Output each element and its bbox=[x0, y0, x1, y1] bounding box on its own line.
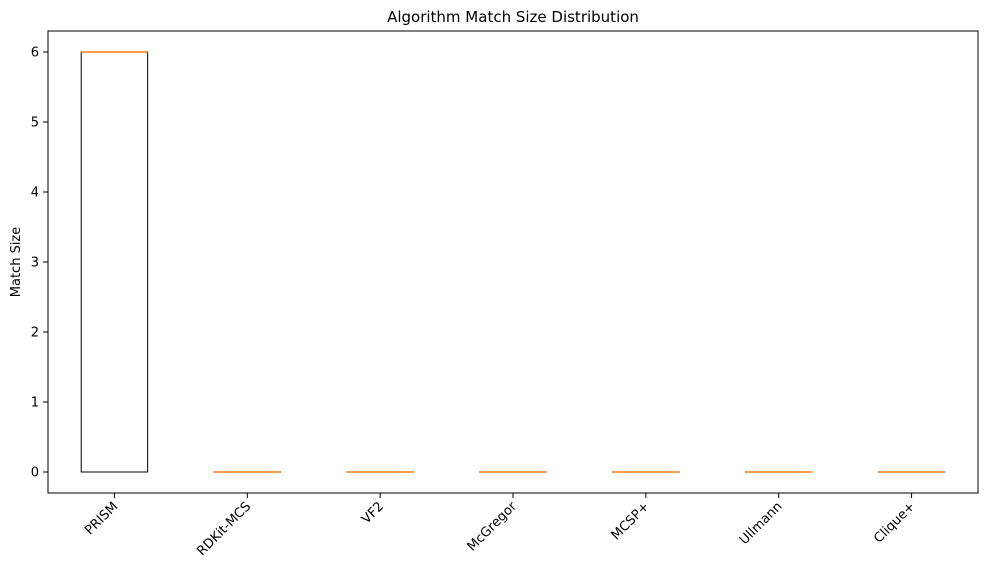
y-axis: 0 1 2 3 4 5 6 bbox=[31, 46, 48, 481]
x-tick-label: Ullmann bbox=[737, 499, 786, 548]
box-series bbox=[80, 51, 946, 473]
y-tick-label: 4 bbox=[31, 186, 39, 201]
x-tick-label: McGregor bbox=[465, 499, 521, 555]
box-prism bbox=[80, 51, 149, 473]
y-tick-label: 1 bbox=[31, 396, 39, 411]
y-tick-label: 5 bbox=[31, 116, 39, 131]
y-axis-label: Match Size bbox=[9, 227, 24, 297]
chart-title: Algorithm Match Size Distribution bbox=[387, 8, 639, 26]
x-tick-label: PRISM bbox=[82, 499, 121, 538]
x-tick-label: Clique+ bbox=[871, 499, 918, 546]
y-tick-label: 2 bbox=[31, 326, 39, 341]
y-tick-label: 0 bbox=[31, 466, 39, 481]
x-tick-label: RDKit-MCS bbox=[194, 499, 254, 559]
plot-area-frame bbox=[47, 30, 979, 494]
x-tick-label: MCSP+ bbox=[609, 499, 653, 543]
x-axis: PRISM RDKit-MCS VF2 McGregor MCSP+ Ullmann Cli… bbox=[82, 493, 918, 559]
y-tick-label: 3 bbox=[31, 256, 39, 271]
box-body bbox=[80, 51, 149, 473]
x-tick-label: VF2 bbox=[359, 499, 387, 527]
y-tick-label: 6 bbox=[31, 46, 39, 61]
